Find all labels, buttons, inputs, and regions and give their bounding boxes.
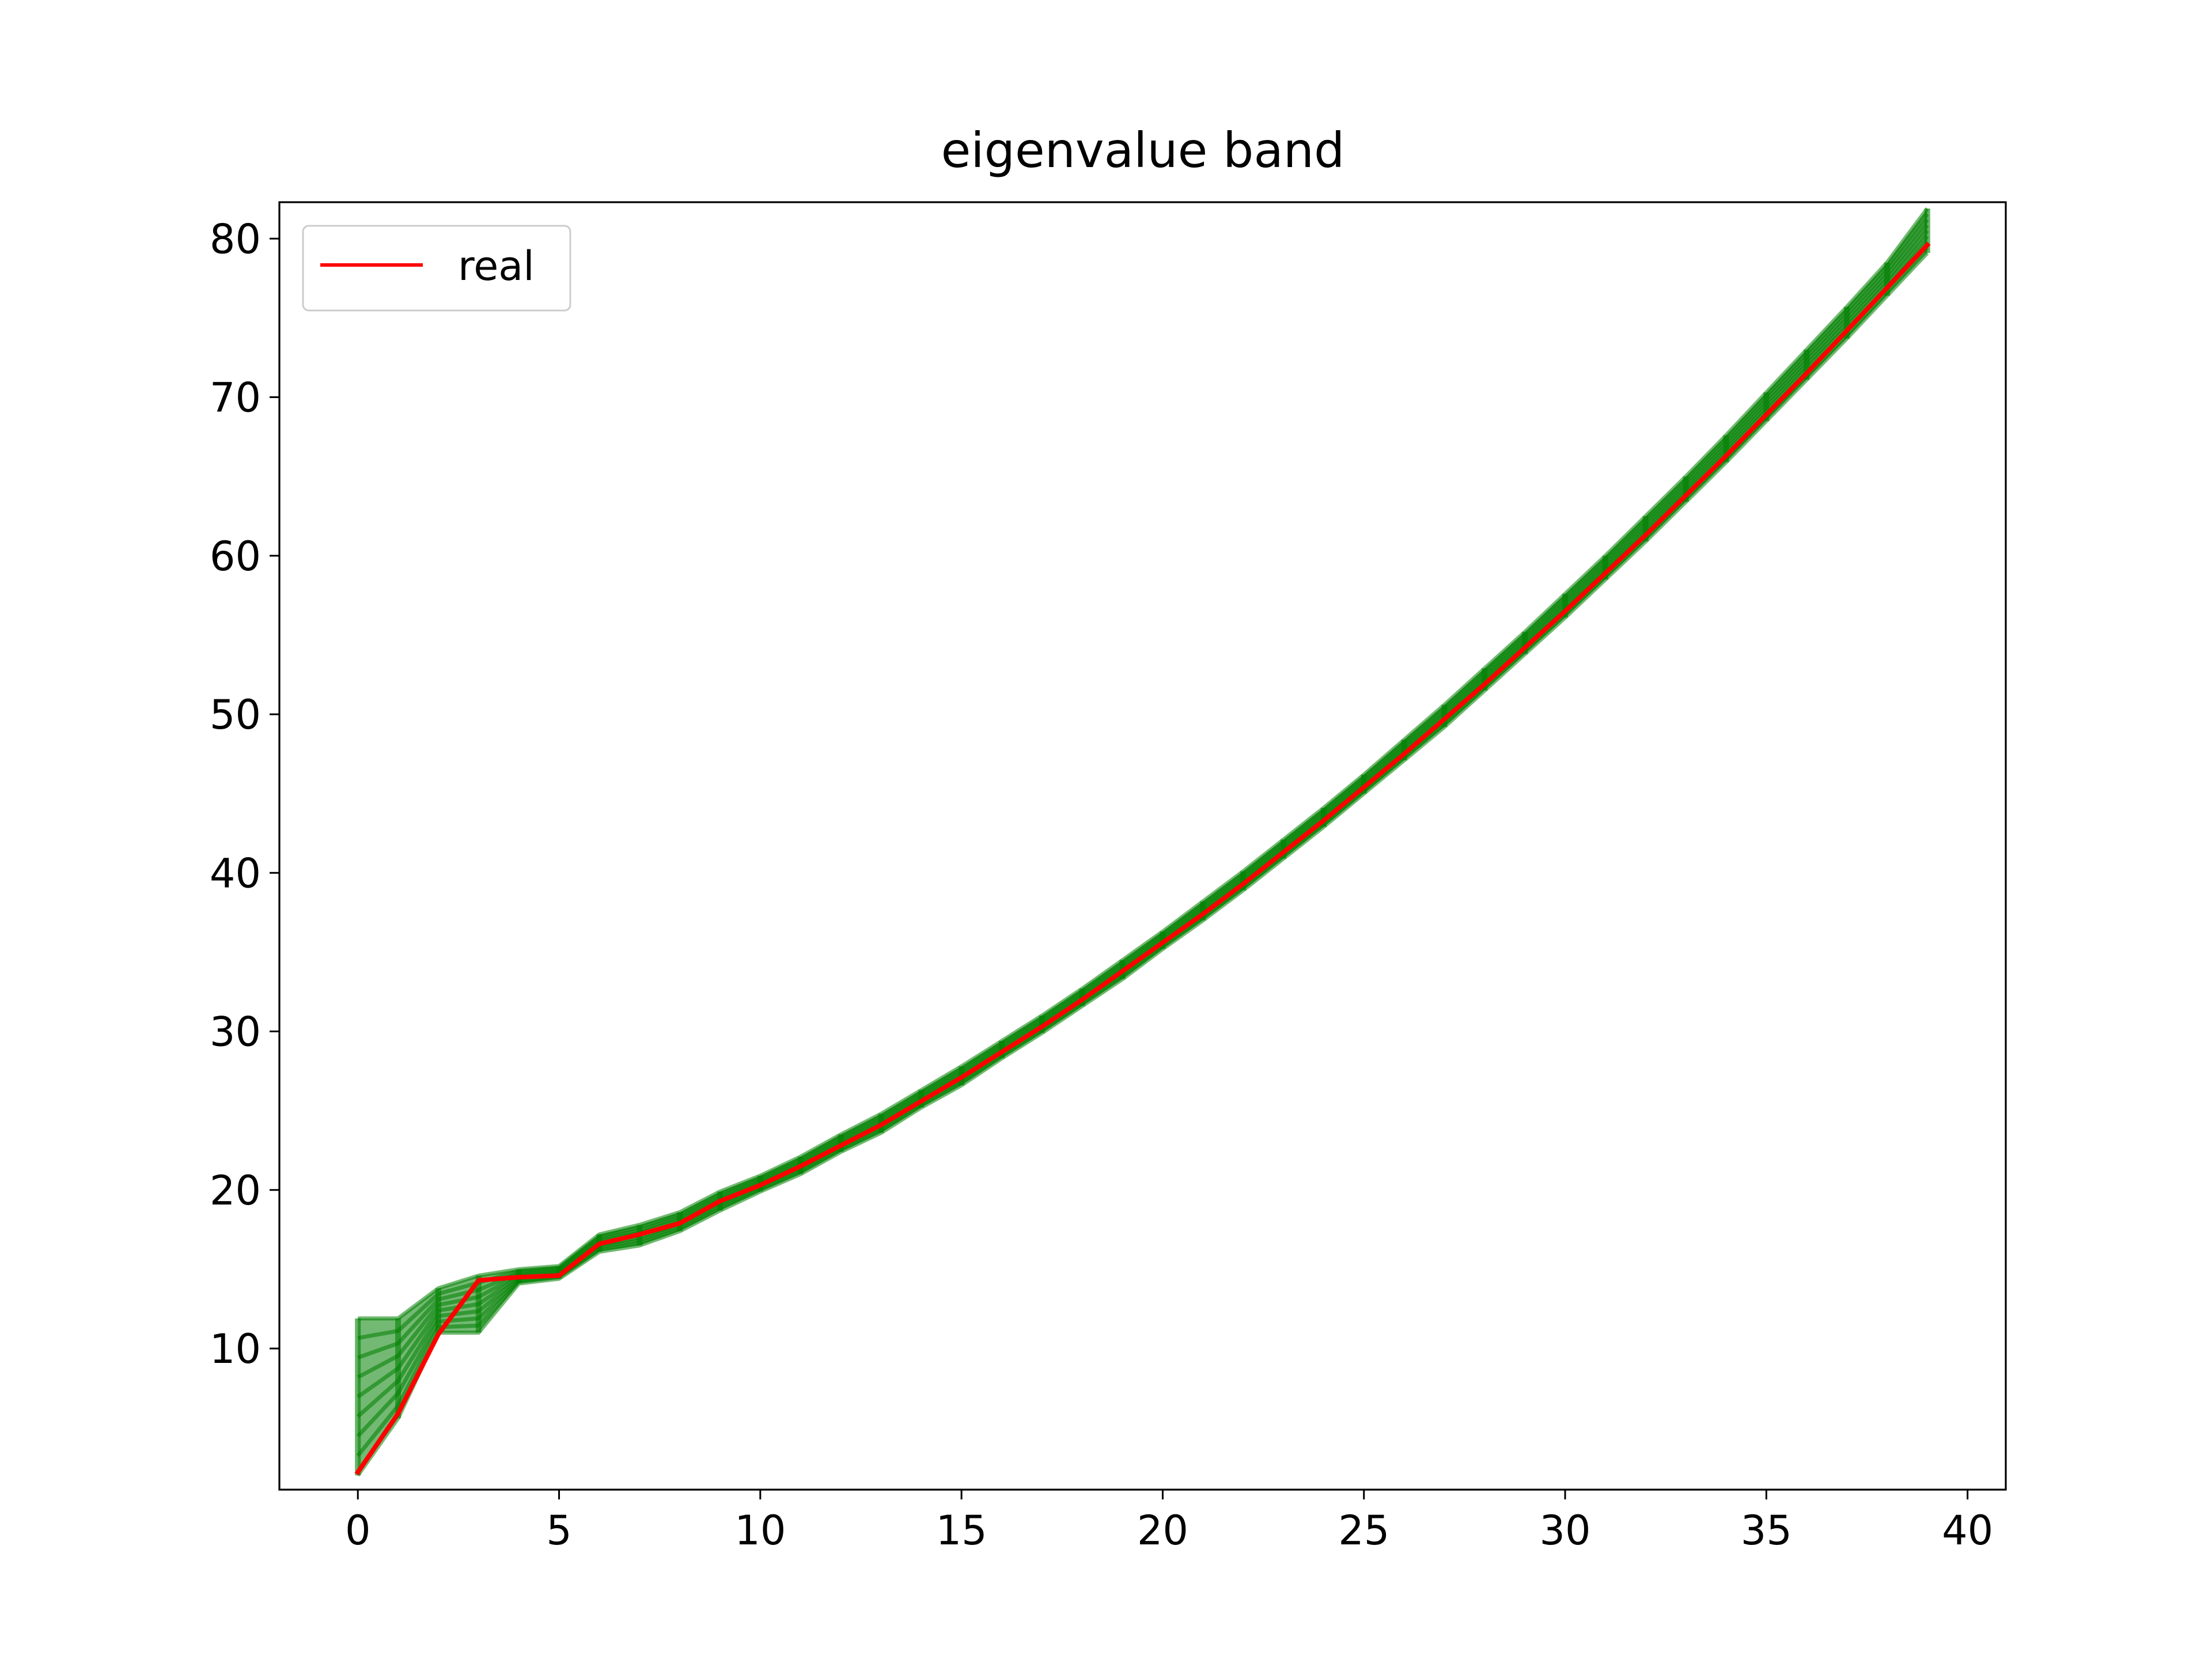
y-tick-label: 80 xyxy=(210,215,261,263)
legend-real-label: real xyxy=(458,243,535,290)
x-tick-label: 10 xyxy=(734,1507,786,1554)
x-tick-label: 30 xyxy=(1539,1507,1590,1554)
chart-title: eigenvalue band xyxy=(941,122,1345,179)
x-tick-label: 40 xyxy=(1942,1507,1993,1554)
y-tick-label: 70 xyxy=(210,374,261,422)
x-tick-label: 25 xyxy=(1338,1507,1389,1554)
band-trace xyxy=(358,207,1929,1321)
plot-frame xyxy=(278,201,2007,1491)
y-tick-label: 10 xyxy=(210,1325,261,1373)
x-tick-label: 20 xyxy=(1137,1507,1188,1554)
y-tick-label: 20 xyxy=(210,1167,261,1214)
real-series-line xyxy=(354,241,1931,1476)
x-tick-label: 15 xyxy=(936,1507,987,1554)
y-tick-label: 60 xyxy=(210,533,261,580)
y-tick-label: 40 xyxy=(210,850,261,897)
y-tick-label: 30 xyxy=(210,1009,261,1056)
legend: real xyxy=(302,225,571,312)
legend-box xyxy=(302,225,571,312)
x-tick-label: 0 xyxy=(345,1507,371,1554)
real-line-layer xyxy=(354,241,1931,1476)
x-axis-ticks: 0 5 10 15 20 25 30 35 40 xyxy=(345,1490,1993,1554)
y-tick-label: 50 xyxy=(210,691,261,738)
x-tick-label: 35 xyxy=(1741,1507,1792,1554)
x-tick-label: 5 xyxy=(546,1507,572,1554)
y-axis-ticks: 10 20 30 40 50 60 70 80 xyxy=(210,215,279,1373)
